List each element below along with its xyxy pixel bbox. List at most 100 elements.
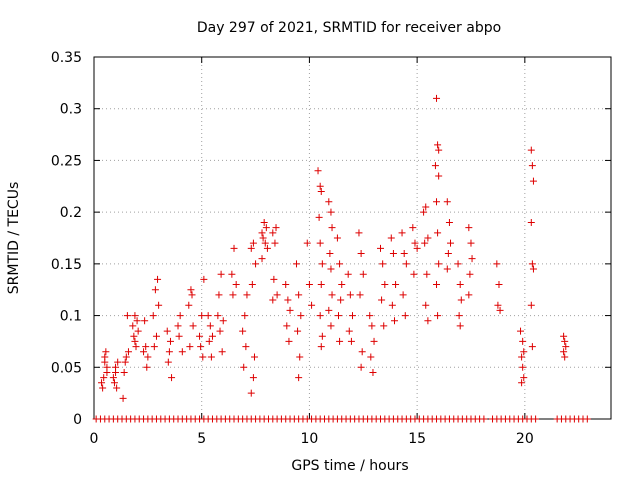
zero-data-point <box>532 415 540 423</box>
data-point <box>243 291 251 299</box>
data-point <box>435 260 443 268</box>
data-point <box>270 275 278 283</box>
plot-frame <box>93 56 612 420</box>
data-point <box>241 312 249 320</box>
data-point <box>316 312 324 320</box>
data-point <box>198 312 206 320</box>
data-point <box>294 327 302 335</box>
data-point <box>327 265 335 273</box>
data-point <box>151 286 159 294</box>
data-point <box>325 198 333 206</box>
data-point <box>422 301 430 309</box>
data-point <box>98 379 106 387</box>
data-point <box>528 162 536 170</box>
data-point <box>517 327 525 335</box>
data-point <box>110 379 118 387</box>
data-point <box>328 291 336 299</box>
data-point <box>188 291 196 299</box>
data-point <box>359 270 367 278</box>
data-point <box>165 348 173 356</box>
data-point <box>495 281 503 289</box>
data-point <box>316 182 324 190</box>
data-point <box>284 296 292 304</box>
data-point <box>133 317 141 325</box>
data-point <box>518 379 526 387</box>
data-point <box>187 286 195 294</box>
data-point <box>328 224 336 232</box>
data-point <box>337 296 345 304</box>
data-point <box>326 250 334 258</box>
data-point <box>206 322 214 330</box>
data-point <box>269 229 277 237</box>
data-point <box>466 270 474 278</box>
data-point <box>166 337 174 345</box>
data-point <box>527 218 535 226</box>
data-point <box>334 312 342 320</box>
data-point <box>131 312 139 320</box>
data-point <box>296 353 304 361</box>
data-point <box>456 281 464 289</box>
data-point <box>250 353 258 361</box>
data-point <box>259 234 267 242</box>
data-point <box>144 353 152 361</box>
y-tick-label: 0.05 <box>51 360 82 376</box>
data-point <box>455 312 463 320</box>
data-point <box>399 291 407 299</box>
data-point <box>456 322 464 330</box>
data-point <box>152 332 160 340</box>
data-point <box>308 301 316 309</box>
data-point <box>175 332 183 340</box>
data-point <box>457 296 465 304</box>
data-point <box>520 348 528 356</box>
data-point <box>114 358 122 366</box>
x-tick-label: 10 <box>301 431 319 447</box>
data-point <box>380 322 388 330</box>
data-point <box>413 244 421 252</box>
data-point <box>370 337 378 345</box>
data-point <box>465 224 473 232</box>
data-point <box>112 368 120 376</box>
x-tick-label: 20 <box>516 431 534 447</box>
data-point <box>119 394 127 402</box>
data-point <box>142 343 150 351</box>
data-point <box>560 332 568 340</box>
data-point <box>325 306 333 314</box>
data-point <box>433 94 441 102</box>
data-point <box>392 281 400 289</box>
data-point <box>349 312 356 320</box>
data-point <box>163 327 171 335</box>
data-point <box>560 348 568 356</box>
data-point <box>431 162 439 170</box>
data-point <box>305 281 313 289</box>
y-tick-label: 0.3 <box>60 102 82 118</box>
data-point <box>401 312 409 320</box>
data-point <box>189 322 197 330</box>
data-point <box>528 343 536 351</box>
data-point <box>447 239 455 247</box>
data-point <box>561 353 569 361</box>
y-tick-label: 0.25 <box>51 153 82 169</box>
data-point <box>520 374 528 382</box>
data-point <box>333 234 341 242</box>
x-tick-label: 5 <box>197 431 206 447</box>
data-point <box>99 384 107 392</box>
data-point <box>154 275 162 283</box>
data-point <box>197 343 205 351</box>
data-point <box>496 306 504 314</box>
data-point <box>258 229 266 237</box>
data-point <box>286 306 294 314</box>
data-point <box>185 301 193 309</box>
data-point <box>398 229 406 237</box>
data-point <box>196 332 204 340</box>
data-point <box>494 301 502 309</box>
data-point <box>387 234 395 242</box>
data-point <box>263 244 271 252</box>
data-point <box>143 363 151 371</box>
data-point <box>113 384 121 392</box>
data-point <box>529 265 537 273</box>
data-point <box>205 337 213 345</box>
data-point <box>424 317 432 325</box>
y-tick-label: 0.35 <box>51 50 82 66</box>
data-point <box>292 260 300 268</box>
data-point <box>519 337 527 345</box>
